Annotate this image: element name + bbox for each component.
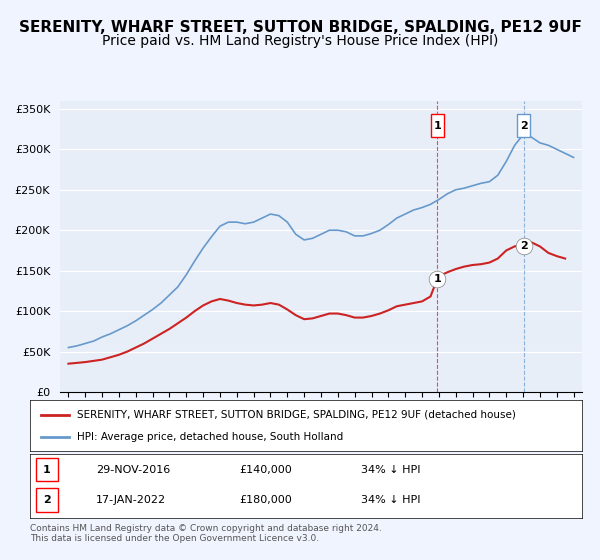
Text: 1: 1 <box>43 465 50 475</box>
Text: 1: 1 <box>433 121 441 130</box>
Text: HPI: Average price, detached house, South Holland: HPI: Average price, detached house, Sout… <box>77 432 343 442</box>
Text: 34% ↓ HPI: 34% ↓ HPI <box>361 465 421 475</box>
Text: SERENITY, WHARF STREET, SUTTON BRIDGE, SPALDING, PE12 9UF (detached house): SERENITY, WHARF STREET, SUTTON BRIDGE, S… <box>77 409 516 419</box>
FancyBboxPatch shape <box>35 458 58 481</box>
Text: 2: 2 <box>520 241 527 251</box>
Text: Price paid vs. HM Land Registry's House Price Index (HPI): Price paid vs. HM Land Registry's House … <box>102 34 498 48</box>
Text: 2: 2 <box>520 121 527 130</box>
Text: 1: 1 <box>433 274 441 284</box>
Text: £140,000: £140,000 <box>240 465 293 475</box>
Text: 29-NOV-2016: 29-NOV-2016 <box>96 465 170 475</box>
Text: 34% ↓ HPI: 34% ↓ HPI <box>361 495 421 505</box>
FancyBboxPatch shape <box>517 114 530 137</box>
Text: 17-JAN-2022: 17-JAN-2022 <box>96 495 166 505</box>
Text: £180,000: £180,000 <box>240 495 293 505</box>
FancyBboxPatch shape <box>35 488 58 512</box>
Text: Contains HM Land Registry data © Crown copyright and database right 2024.
This d: Contains HM Land Registry data © Crown c… <box>30 524 382 543</box>
Text: SERENITY, WHARF STREET, SUTTON BRIDGE, SPALDING, PE12 9UF: SERENITY, WHARF STREET, SUTTON BRIDGE, S… <box>19 20 581 35</box>
Text: 2: 2 <box>43 495 50 505</box>
FancyBboxPatch shape <box>431 114 444 137</box>
